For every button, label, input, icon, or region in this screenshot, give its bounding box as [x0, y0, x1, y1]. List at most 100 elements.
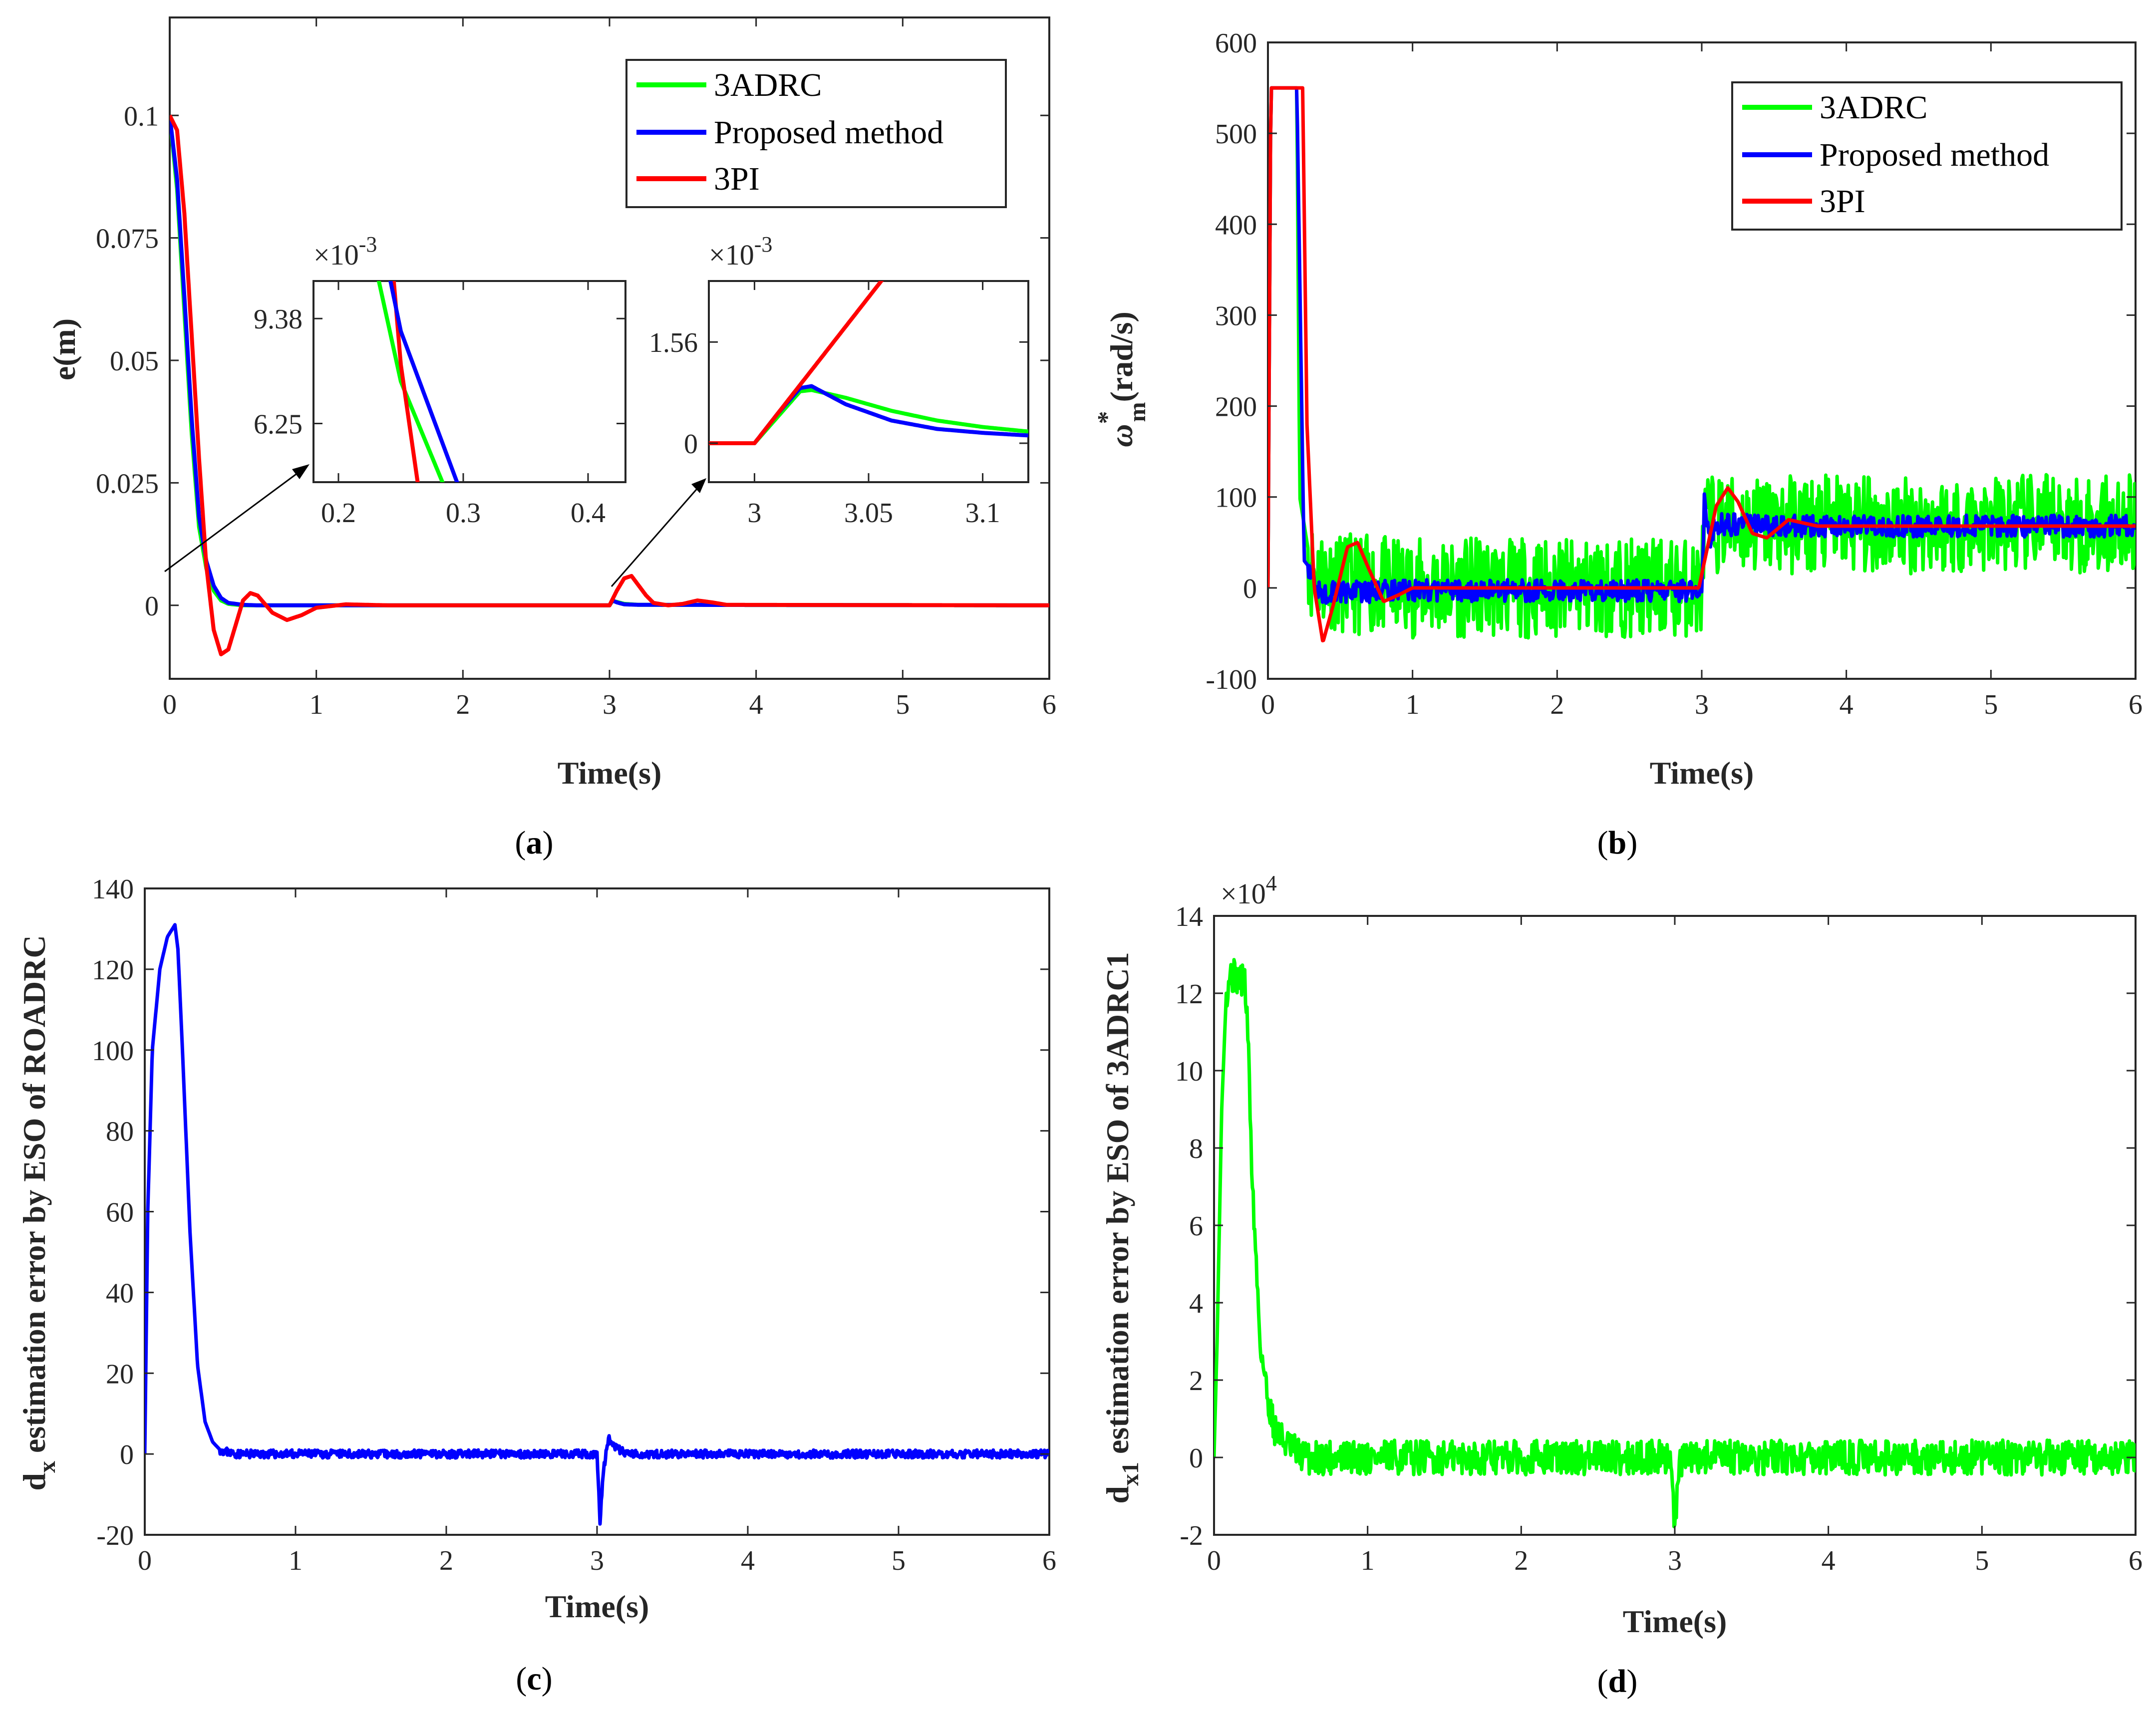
panel-a-lines: [170, 114, 1049, 656]
panel-a-xtick-label: 1: [309, 689, 323, 720]
panel-c-xtick-label: 3: [590, 1545, 604, 1576]
panel-d-ytick-label: 14: [1175, 901, 1203, 932]
panel-b-ylabel-sub: m: [1124, 402, 1151, 422]
panel-a-caption: (a): [515, 825, 554, 861]
panel-a-arrow-2-head: [691, 478, 706, 493]
panel-b-series-2: [1268, 86, 2136, 642]
panel-b-xtick-label: 4: [1840, 689, 1853, 720]
panel-b-xtick-label: 3: [1695, 689, 1709, 720]
panel-d-ytick-label: 12: [1175, 979, 1203, 1010]
inset-1-multiplier: ×10-3: [313, 232, 377, 271]
panel-b-ytick-label: 200: [1215, 392, 1257, 423]
panel-a-xlabel: Time(s): [558, 755, 662, 791]
inset-1-ticks: 0.2 0.3 0.4 6.25 9.38: [254, 281, 625, 529]
panel-a-series-2: [170, 114, 1049, 656]
panel-a-legend-3adrc: 3ADRC: [714, 67, 822, 103]
panel-a-caption-letter: a: [526, 825, 543, 861]
panel-c-ytick-label: -20: [96, 1520, 134, 1551]
panel-a-xtick-label: 5: [896, 689, 910, 720]
panel-b-caption: (b): [1597, 825, 1638, 861]
panel-a-arrow-1: [164, 471, 300, 572]
panel-a-ylabel: e(m): [46, 318, 82, 380]
panel-d-xlabel: Time(s): [1623, 1604, 1727, 1639]
panel-a: 0 1 2 3 4 5 6 0 0.025 0.05 0.075 0.1 e(m) Time(s) (…: [46, 16, 1056, 861]
panel-c-ytick-label: 20: [106, 1359, 134, 1390]
panel-b-xtick-label: 0: [1261, 689, 1275, 720]
panel-c-xtick-label: 0: [138, 1545, 152, 1576]
panel-a-inset-2: 3 3.05 3.1 0 1.56 ×10-3: [649, 232, 1029, 529]
panel-d-xtick-label: 4: [1822, 1545, 1836, 1576]
panel-c-ytick-label: 60: [106, 1197, 134, 1228]
panel-b-legend: 3ADRC Proposed method 3PI: [1731, 81, 2123, 231]
panel-d-series-0: [1214, 958, 2136, 1528]
panel-b-ylabel: ω* m(rad/s): [1093, 311, 1151, 447]
panel-a-xtick-label: 2: [456, 689, 470, 720]
inset-2-multiplier: ×10-3: [709, 232, 772, 271]
panel-d-ytick-label: 4: [1189, 1288, 1203, 1319]
panel-c-xtick-label: 2: [439, 1545, 453, 1576]
panel-d-xtick-label: 0: [1207, 1545, 1221, 1576]
panel-d-multiplier-exp: 4: [1266, 871, 1277, 895]
panel-c-axes-box: [144, 887, 1050, 1536]
panel-d-multiplier-base: ×10: [1221, 877, 1266, 910]
panel-d-lines: [1214, 958, 2136, 1528]
panel-a-inset-1: 0.2 0.3 0.4 6.25 9.38 ×10-3: [254, 232, 626, 529]
panel-b-legend-proposed: Proposed method: [1820, 137, 2049, 173]
panel-c-ylabel: dx estimation error by ESO of ROADRC: [16, 935, 60, 1490]
panel-c-ytick-label: 120: [92, 955, 134, 986]
panel-c-series-0: [145, 923, 1049, 1526]
panel-d-ytick-label: 8: [1189, 1134, 1203, 1164]
inset-2-ytick-label: 1.56: [649, 327, 698, 358]
inset-2-multiplier-exp: -3: [754, 232, 773, 257]
inset-1-multiplier-exp: -3: [359, 232, 377, 257]
panel-c-xtick-label: 6: [1042, 1545, 1056, 1576]
panel-a-legend-proposed: Proposed method: [714, 114, 943, 151]
panel-d-multiplier: ×104: [1221, 871, 1277, 910]
panel-c-ylabel-main: d: [16, 1473, 52, 1491]
panel-c-ylabel-sub: x: [34, 1461, 60, 1473]
panel-a-ytick-label: 0.05: [110, 346, 159, 377]
panel-b-xtick-label: 5: [1984, 689, 1998, 720]
panel-a-ytick-label: 0.025: [96, 468, 159, 499]
panel-b-xtick-label: 2: [1550, 689, 1564, 720]
inset-2-ticks: 3 3.05 3.1 0 1.56: [649, 281, 1028, 529]
panel-c-ytick-label: 100: [92, 1036, 134, 1067]
panel-d-ylabel-sub: x1: [1117, 1462, 1144, 1486]
panel-d-xtick-label: 6: [2129, 1545, 2143, 1576]
panel-b-ytick-label: 0: [1243, 573, 1257, 604]
panel-d-xtick-label: 1: [1361, 1545, 1375, 1576]
panel-c-ytick-label: 80: [106, 1117, 134, 1147]
panel-b-legend-3adrc: 3ADRC: [1820, 89, 1927, 126]
inset-1-xtick-label: 0.4: [571, 498, 606, 529]
panel-d-ylabel: dx1 estimation error by ESO of 3ADRC1: [1100, 952, 1144, 1503]
panel-a-arrow-1-head: [292, 464, 309, 479]
panel-d-caption-letter: d: [1608, 1663, 1627, 1700]
inset-2-lines: [709, 281, 1028, 445]
panel-c-xlabel: Time(s): [545, 1589, 649, 1624]
panel-b-ytick-label: 600: [1215, 28, 1257, 59]
panel-a-xtick-label: 0: [163, 689, 177, 720]
panel-c-xtick-label: 4: [741, 1545, 755, 1576]
inset-1-ytick-label: 6.25: [254, 409, 303, 440]
panel-d-ylabel-rest: estimation error by ESO of 3ADRC1: [1100, 952, 1135, 1462]
panel-b-ytick-label: 300: [1215, 300, 1257, 331]
inset-2-multiplier-base: ×10: [709, 239, 754, 271]
inset-1-box: [312, 280, 626, 483]
inset-1-multiplier-base: ×10: [313, 239, 359, 271]
inset-2-series-2: [709, 281, 884, 445]
panel-d-axes-box: [1213, 915, 2137, 1536]
panel-d-xtick-label: 3: [1668, 1545, 1682, 1576]
panel-a-legend-3pi: 3PI: [714, 161, 760, 197]
inset-2-xtick-label: 3: [747, 498, 761, 529]
panel-d-ytick-label: 2: [1189, 1366, 1203, 1397]
panel-d-ytick-label: -2: [1180, 1520, 1203, 1551]
inset-1-ytick-label: 9.38: [254, 304, 303, 335]
panel-d-ytick-label: 6: [1189, 1211, 1203, 1242]
